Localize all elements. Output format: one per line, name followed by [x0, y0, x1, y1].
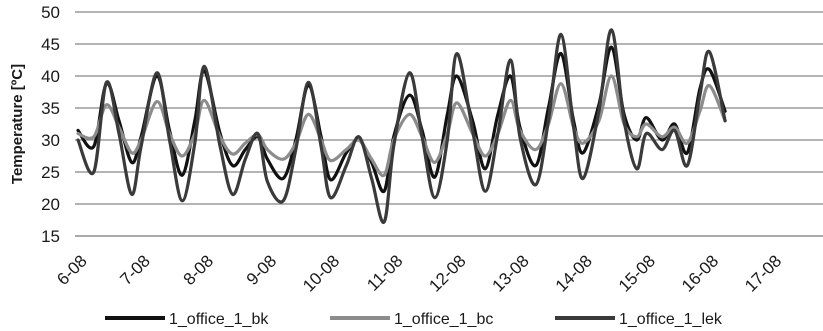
legend-label: 1_office_1_bk — [169, 311, 269, 328]
legend: 1_office_1_bk 1_office_1_bc 1_office_1_lek — [105, 311, 723, 328]
legend-label: 1_office_1_lek — [619, 311, 723, 328]
y-tick-label: 30 — [41, 131, 60, 150]
y-tick-label: 20 — [41, 195, 60, 214]
x-tick-label: 11-08 — [363, 251, 406, 294]
y-tick-label: 25 — [41, 163, 60, 182]
x-tick-labels: 6-08 7-08 8-08 9-08 10-08 11-08 12-08 13-08 14-0… — [53, 251, 785, 295]
y-tick-label: 45 — [41, 35, 60, 54]
y-tick-label: 40 — [41, 67, 60, 86]
x-tick-label: 16-08 — [678, 251, 722, 295]
x-tick-label: 15-08 — [615, 251, 659, 295]
y-tick-label: 15 — [41, 227, 60, 246]
y-tick-label: 50 — [41, 3, 60, 22]
series-lines — [76, 28, 727, 224]
x-tick-label: 6-08 — [53, 251, 90, 288]
x-tick-label: 8-08 — [180, 251, 217, 288]
x-tick-label: 12-08 — [425, 251, 469, 295]
x-tick-label: 17-08 — [741, 251, 785, 295]
series-line-1_office_1_lek — [76, 28, 727, 224]
legend-label: 1_office_1_bc — [394, 311, 493, 328]
y-tick-label: 35 — [41, 99, 60, 118]
y-axis-title: Temperature [ºC] — [9, 64, 26, 184]
series-line-1_office_1_bc — [76, 74, 727, 178]
x-tick-label: 13-08 — [489, 251, 533, 295]
x-tick-label: 10-08 — [299, 251, 343, 295]
x-tick-label: 14-08 — [552, 251, 596, 295]
y-tick-labels: 15 20 25 30 35 40 45 50 — [41, 3, 60, 246]
x-tick-label: 9-08 — [243, 251, 280, 288]
x-tick-label: 7-08 — [116, 251, 153, 288]
